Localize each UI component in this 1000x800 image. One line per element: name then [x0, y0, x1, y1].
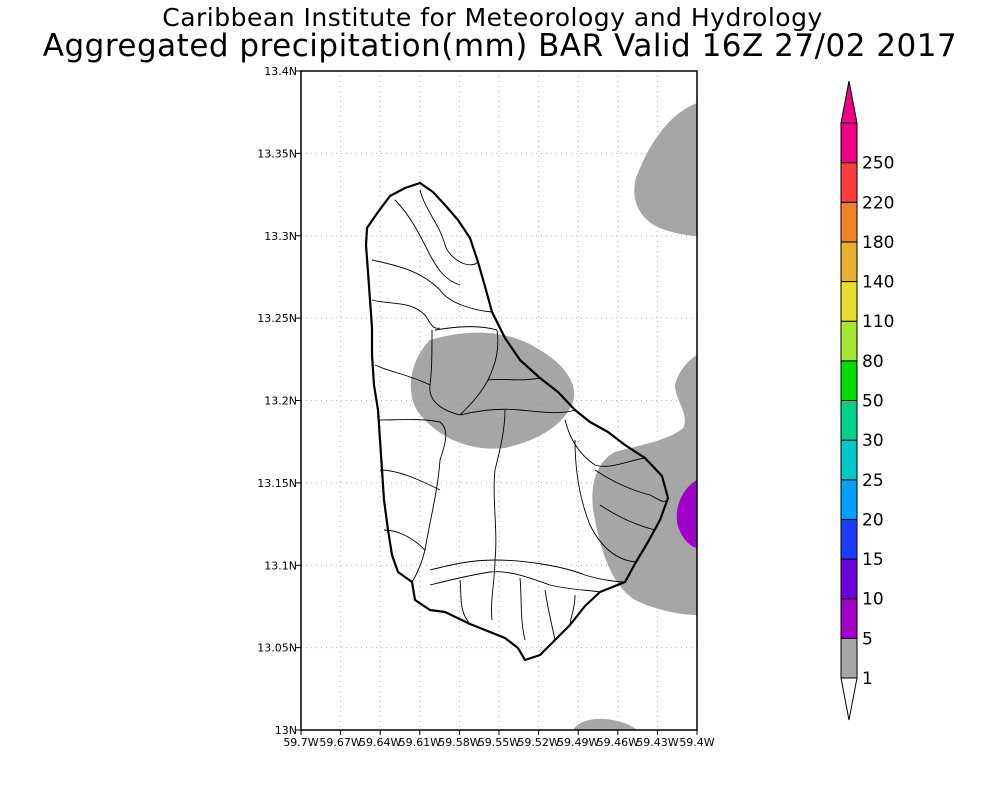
colorbar-bottom-arrow — [840, 677, 858, 721]
boundary-line — [564, 419, 646, 467]
colorbar-level-label: 110 — [862, 312, 894, 332]
colorbar-segment — [840, 637, 858, 679]
lon-tick-label: 59.61W — [399, 736, 441, 749]
boundary-line — [371, 299, 441, 329]
barbados-coastline — [364, 181, 670, 662]
colorbar-segment — [840, 281, 858, 322]
colorbar-segment — [840, 400, 858, 441]
shade-south-area — [573, 718, 637, 730]
boundary-line — [429, 571, 601, 593]
colorbar-segment — [840, 162, 858, 203]
shade-east-moderate-area — [676, 480, 697, 548]
internal-boundaries — [371, 189, 669, 641]
boundary-line — [429, 559, 496, 571]
latitude-axis: 13N 13.05N 13.1N 13.15N 13.2N 13.25N 13.3N 13.3… — [257, 65, 301, 737]
boundary-line — [434, 326, 498, 331]
precipitation-shading — [410, 103, 697, 730]
shade-central-area — [410, 332, 575, 449]
boundary-line — [371, 259, 493, 313]
boundary-line — [494, 559, 626, 583]
boundary-line — [544, 589, 556, 641]
colorbar-level-label: 250 — [862, 154, 894, 174]
lat-tick-label: 13.35N — [257, 147, 297, 160]
lon-tick-label: 59.52W — [517, 736, 559, 749]
boundary-line — [377, 419, 447, 461]
boundary-line — [383, 529, 426, 551]
colorbar-top-arrow — [840, 80, 858, 124]
boundary-line — [379, 469, 441, 491]
colorbar-segment — [840, 320, 858, 362]
lon-tick-label: 59.67W — [319, 736, 361, 749]
lat-tick-label: 13N — [275, 724, 297, 737]
boundary-line — [574, 439, 637, 563]
colorbar-segment — [840, 360, 858, 402]
boundary-line — [569, 594, 576, 626]
lon-tick-label: 59.4W — [679, 736, 714, 749]
colorbar-level-label: 10 — [862, 590, 884, 610]
lat-tick-label: 13.15N — [257, 477, 297, 490]
colorbar-level-label: 15 — [862, 550, 884, 570]
colorbar-segment — [840, 598, 858, 639]
map-product-title: Aggregated precipitation(mm) BAR Valid 1… — [42, 28, 958, 64]
colorbar-level-label: 25 — [862, 471, 884, 491]
colorbar-segment — [840, 439, 858, 481]
lon-tick-label: 59.49W — [557, 736, 599, 749]
lon-tick-label: 59.46W — [597, 736, 639, 749]
boundary-line — [594, 469, 669, 502]
lon-tick-label: 59.55W — [478, 736, 520, 749]
lat-tick-label: 13.3N — [264, 230, 297, 243]
colorbar-level-label: 20 — [862, 510, 884, 530]
lat-tick-label: 13.2N — [264, 395, 297, 408]
lon-tick-label: 59.43W — [636, 736, 678, 749]
boundary-line — [491, 409, 506, 621]
colorbar-segment — [840, 201, 858, 243]
colorbar-segment — [840, 479, 858, 520]
boundary-line — [599, 504, 656, 531]
colorbar-level-label: 30 — [862, 431, 884, 451]
colorbar-level-label: 140 — [862, 273, 894, 293]
lat-tick-label: 13.4N — [264, 65, 297, 78]
shade-northeast-area — [634, 103, 697, 236]
boundary-line — [459, 408, 576, 416]
longitude-axis: 59.7W 59.67W59.64W59.61W59.58W59.55W59.52… — [283, 730, 715, 749]
shade-east-area — [592, 355, 697, 615]
colorbar-segment — [840, 518, 858, 560]
lon-tick-label: 59.64W — [359, 736, 401, 749]
lat-tick-label: 13.25N — [257, 312, 297, 325]
map-plot-area: 13N 13.05N 13.1N 13.15N 13.2N 13.25N 13.3N 13.3… — [257, 65, 715, 749]
map-institution-title: Caribbean Institute for Meteorology and … — [162, 3, 823, 32]
boundary-line — [487, 377, 541, 381]
lon-tick-label: 59.7W — [283, 736, 318, 749]
boundary-line — [394, 199, 461, 286]
colorbar-level-label: 50 — [862, 392, 884, 412]
lat-tick-label: 13.1N — [264, 559, 297, 572]
boundary-line — [419, 189, 479, 266]
colorbar-segment — [840, 122, 858, 164]
boundary-line — [519, 577, 526, 641]
lon-tick-label: 59.58W — [438, 736, 480, 749]
colorbar-segment — [840, 241, 858, 283]
colorbar-level-label: 80 — [862, 352, 884, 372]
colorbar-level-label: 220 — [862, 193, 894, 213]
boundary-line — [459, 579, 471, 625]
colorbar-level-label: 180 — [862, 233, 894, 253]
boundary-line — [374, 364, 431, 386]
colorbar-level-label: 5 — [862, 629, 873, 649]
colorbar-segment — [840, 558, 858, 600]
colorbar-level-label: 1 — [862, 669, 873, 689]
lat-tick-label: 13.05N — [257, 642, 297, 655]
